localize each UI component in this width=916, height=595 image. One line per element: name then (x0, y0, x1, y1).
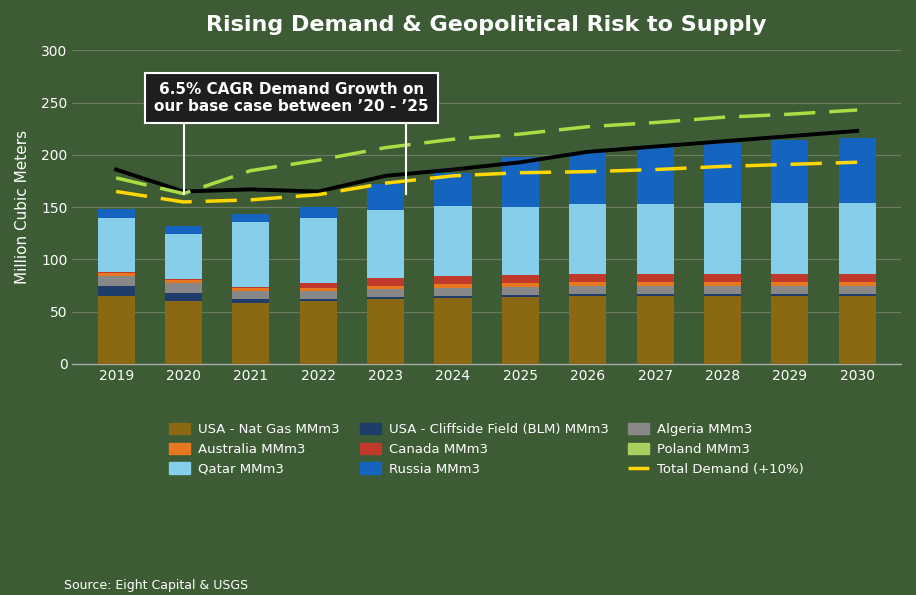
Bar (367, 184, 404, 210)
Bar (165, 293, 202, 301)
Bar (300, 207, 337, 218)
Bar (839, 296, 876, 364)
Bar (703, 286, 741, 294)
Bar (367, 278, 404, 286)
Bar (771, 283, 808, 286)
Text: Source: Eight Capital & USGS: Source: Eight Capital & USGS (64, 579, 248, 592)
Bar (569, 152, 606, 204)
Bar (367, 289, 404, 297)
Bar (165, 234, 202, 279)
Bar (771, 296, 808, 364)
Bar (434, 284, 472, 287)
Bar (569, 204, 606, 274)
Bar (98, 218, 135, 272)
Bar (300, 291, 337, 299)
Y-axis label: Million Cubic Meters: Million Cubic Meters (15, 130, 30, 284)
Bar (637, 296, 673, 364)
Bar (165, 280, 202, 283)
Bar (569, 274, 606, 283)
Bar (771, 286, 808, 294)
Bar (165, 226, 202, 234)
Bar (434, 173, 472, 206)
Bar (569, 283, 606, 286)
Bar (165, 301, 202, 364)
Bar (233, 214, 269, 222)
Bar (98, 296, 135, 364)
Bar (637, 286, 673, 294)
Bar (367, 286, 404, 289)
Bar (300, 287, 337, 291)
Bar (839, 274, 876, 283)
Bar (839, 286, 876, 294)
Bar (502, 283, 539, 287)
Bar (502, 295, 539, 297)
Bar (98, 273, 135, 276)
Bar (165, 279, 202, 280)
Bar (233, 287, 269, 291)
Bar (502, 297, 539, 364)
Bar (569, 296, 606, 364)
Bar (839, 294, 876, 296)
Bar (703, 143, 741, 203)
Bar (703, 203, 741, 274)
Bar (367, 299, 404, 364)
Bar (165, 283, 202, 293)
Bar (98, 286, 135, 296)
Bar (233, 299, 269, 303)
Text: 6.5% CAGR Demand Growth on
our base case between ’20 - ’25: 6.5% CAGR Demand Growth on our base case… (154, 82, 429, 114)
Title: Rising Demand & Geopolitical Risk to Supply: Rising Demand & Geopolitical Risk to Sup… (206, 15, 767, 35)
Bar (771, 203, 808, 274)
Bar (502, 157, 539, 207)
Bar (637, 283, 673, 286)
Bar (637, 274, 673, 283)
Bar (434, 206, 472, 276)
Bar (300, 301, 337, 364)
Bar (233, 303, 269, 364)
Bar (771, 140, 808, 203)
Bar (502, 287, 539, 295)
Bar (434, 287, 472, 296)
Bar (434, 298, 472, 364)
Bar (434, 276, 472, 284)
Bar (839, 283, 876, 286)
Bar (637, 146, 673, 204)
Bar (771, 294, 808, 296)
Bar (300, 283, 337, 287)
Bar (502, 275, 539, 283)
Bar (233, 222, 269, 287)
Bar (98, 272, 135, 273)
Bar (300, 299, 337, 301)
Bar (233, 291, 269, 299)
Bar (839, 203, 876, 274)
Bar (434, 296, 472, 298)
Bar (98, 209, 135, 218)
Bar (569, 286, 606, 294)
Bar (771, 274, 808, 283)
Bar (367, 297, 404, 299)
Bar (300, 218, 337, 283)
Bar (703, 296, 741, 364)
Bar (703, 283, 741, 286)
Bar (367, 210, 404, 278)
Bar (98, 276, 135, 286)
Bar (569, 294, 606, 296)
Bar (703, 274, 741, 283)
Bar (839, 138, 876, 203)
Bar (637, 204, 673, 274)
Bar (703, 294, 741, 296)
Bar (637, 294, 673, 296)
Legend: USA - Nat Gas MMm3, Australia MMm3, Qatar MMm3, USA - Cliffside Field (BLM) MMm3: USA - Nat Gas MMm3, Australia MMm3, Qata… (164, 418, 810, 481)
Bar (502, 207, 539, 275)
